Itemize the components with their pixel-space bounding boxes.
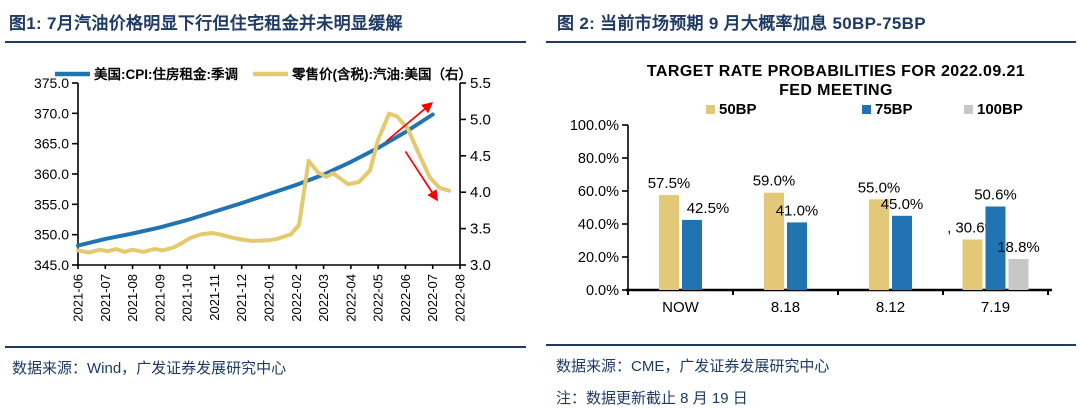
y-right-tick-label: 3.5	[470, 221, 491, 238]
bar-75bp-8.18	[787, 222, 807, 290]
legend-swatch-50bp	[706, 105, 715, 114]
y-tick-label: 0.0%	[586, 283, 619, 299]
y-left-tick-label: 350.0	[34, 227, 69, 243]
x-tick-label: 2021-12	[234, 274, 249, 322]
y-right-tick-label: 5.5	[470, 75, 491, 92]
y-tick-label: 20.0%	[578, 250, 619, 266]
bar-75bp-now	[682, 219, 702, 290]
bar-75bp-8.12	[892, 215, 912, 291]
category-label: 7.19	[981, 299, 1010, 316]
y-left-tick-label: 365.0	[34, 136, 69, 152]
bar-value-label: 55.0%	[858, 179, 901, 196]
y-tick-label: 60.0%	[578, 184, 619, 200]
bar-chart-rate-probabilities: TARGET RATE PROBABILITIES FOR 2022.09.21…	[570, 63, 1052, 316]
x-tick-label: 2022-08	[453, 274, 468, 322]
legend-label: 美国:CPI:住房租金:季调	[94, 66, 238, 82]
y-left-tick-label: 345.0	[34, 257, 69, 273]
chart2-title-line1: TARGET RATE PROBABILITIES FOR 2022.09.21	[647, 63, 1025, 80]
figure1-panel: 图1: 7月汽油价格明显下行但住宅租金并未明显缓解 美国:CPI:住房租金:季调…	[5, 0, 526, 378]
x-tick-label: 2022-01	[262, 274, 277, 322]
y-tick-label: 100.0%	[570, 118, 619, 134]
bar-50bp-8.18	[764, 192, 784, 290]
bar-value-label: , 30.6%	[947, 220, 998, 237]
y-left-tick-label: 360.0	[34, 166, 69, 182]
figure1-title: 图1: 7月汽油价格明显下行但住宅租金并未明显缓解	[5, 0, 526, 43]
legend-label: 75BP	[875, 101, 913, 118]
legend-swatch-75bp	[862, 105, 871, 114]
legend-label: 50BP	[719, 101, 757, 118]
y-left-tick-label: 370.0	[34, 105, 69, 121]
x-tick-label: 2022-05	[371, 274, 386, 322]
bar-value-label: 18.8%	[997, 239, 1040, 256]
y-left-tick-label: 375.0	[34, 75, 69, 91]
bar-value-label: 45.0%	[881, 196, 924, 213]
y-right-tick-label: 5.0	[470, 111, 491, 128]
x-tick-label: 2022-02	[289, 274, 304, 322]
x-tick-label: 2022-06	[398, 274, 413, 322]
x-tick-label: 2021-10	[180, 274, 195, 322]
legend-label: 100BP	[977, 101, 1023, 118]
figure2-panel: 图 2: 当前市场预期 9 月大概率加息 50BP-75BP TARGET RA…	[540, 0, 1080, 409]
y-left-tick-label: 355.0	[34, 196, 69, 212]
trend-arrow-up	[385, 101, 434, 142]
bar-value-label: 41.0%	[776, 202, 819, 219]
bar-value-label: 42.5%	[687, 200, 730, 217]
y-tick-label: 40.0%	[578, 217, 619, 233]
line-chart-cpi-gasoline: 美国:CPI:住房租金:季调 零售价(含税):汽油:美国（右） 375.0 370.0…	[34, 66, 491, 322]
legend-label: 零售价(含税):汽油:美国（右）	[291, 66, 472, 82]
chart2-title-line2: FED MEETING	[779, 82, 893, 99]
x-tick-label: 2022-07	[425, 274, 440, 322]
x-tick-label: 2021-07	[98, 274, 113, 322]
x-tick-label: 2021-08	[125, 274, 140, 322]
bar-100bp-7.19	[1008, 259, 1029, 290]
bar-50bp-8.12	[869, 199, 889, 291]
y-tick-label: 80.0%	[578, 151, 619, 167]
x-tick-label: 2022-04	[343, 274, 358, 322]
x-tick-label: 2021-11	[207, 274, 222, 321]
figure1-source: 数据来源：Wind，广发证券发展研究中心	[5, 346, 526, 378]
x-tick-label: 2021-09	[152, 274, 167, 322]
category-label: 8.12	[876, 299, 905, 316]
figure2-source: 数据来源：CME，广发证券发展研究中心	[546, 344, 1076, 376]
y-right-tick-label: 4.5	[470, 148, 491, 165]
bar-value-label: 59.0%	[753, 173, 796, 190]
bar-50bp-now	[659, 195, 679, 290]
bar-value-label: 50.6%	[974, 187, 1017, 204]
legend-swatch-100bp	[964, 105, 973, 114]
bar-50bp-7.19	[962, 239, 983, 290]
bar-75bp-7.19	[985, 206, 1006, 290]
figure2-note: 注：数据更新截止 8 月 19 日	[556, 390, 748, 407]
x-tick-label: 2022-03	[316, 274, 331, 322]
trend-arrow-down	[404, 150, 439, 202]
category-label: NOW	[662, 299, 700, 316]
series-line-gasoline	[76, 111, 452, 255]
bar-value-label: 57.5%	[648, 175, 691, 192]
figure2-title: 图 2: 当前市场预期 9 月大概率加息 50BP-75BP	[546, 0, 1076, 43]
x-tick-label: 2021-06	[71, 274, 86, 322]
y-right-tick-label: 3.0	[470, 257, 491, 274]
category-label: 8.18	[771, 299, 800, 316]
y-right-tick-label: 4.0	[470, 184, 491, 201]
